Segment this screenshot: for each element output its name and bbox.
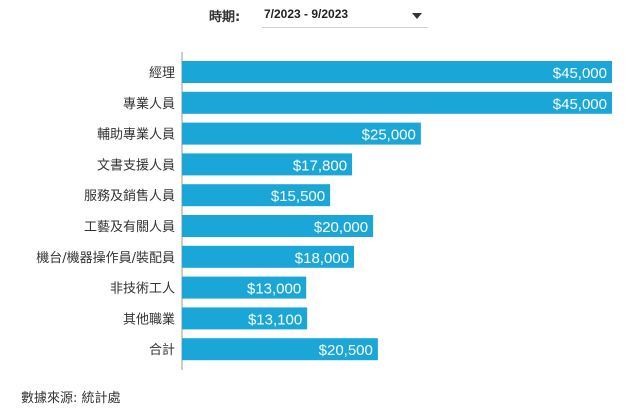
category-label: 文書支援人員 [97,158,175,173]
chevron-down-icon[interactable] [412,13,422,19]
bar-value-label: $15,500 [271,188,325,205]
bar [182,276,307,299]
period-dropdown[interactable]: 7/2023 - 9/2023 [262,3,428,28]
category-label: 服務及銷售人員 [84,188,175,204]
bar-value-label: $20,500 [319,342,373,359]
bar-value-label: $18,000 [295,250,349,267]
category-label: 專業人員 [123,96,175,112]
period-filter: 時期: 7/2023 - 9/2023 [0,3,627,28]
category-label: 經理 [149,66,175,81]
bar [182,338,378,361]
bar-value-label: $13,100 [248,311,302,328]
period-value: 7/2023 - 9/2023 [264,7,349,21]
bar [182,153,353,176]
bar-value-label: $17,800 [293,157,347,174]
category-label: 非技術工人 [110,282,175,297]
category-label: 其他職業 [123,311,175,327]
source-note: 數據來源: 統計處 [21,391,121,406]
bar-value-label: $45,000 [553,96,607,113]
bar-value-label: $25,000 [362,127,416,144]
bar-value-label: $45,000 [553,65,607,82]
bar [182,184,331,207]
category-label: 工藝及有關人員 [84,220,175,235]
bar [182,215,374,237]
bar-value-label: $13,000 [247,281,301,298]
bar-chart: 經理 $45,000 專業人員 $45,000 輔助專業人員 $25,000 文書支援人員 $… [36,52,612,370]
bar-value-label: $20,000 [314,219,368,236]
bar [182,122,421,145]
category-label: 機台/機器操作員/裝配員 [36,250,175,266]
bar [182,307,308,330]
category-label: 合計 [149,342,175,358]
period-label: 時期: [209,10,241,25]
bar [182,61,612,83]
bar [182,245,354,268]
bar [182,91,612,114]
category-label: 輔助專業人員 [97,127,175,143]
